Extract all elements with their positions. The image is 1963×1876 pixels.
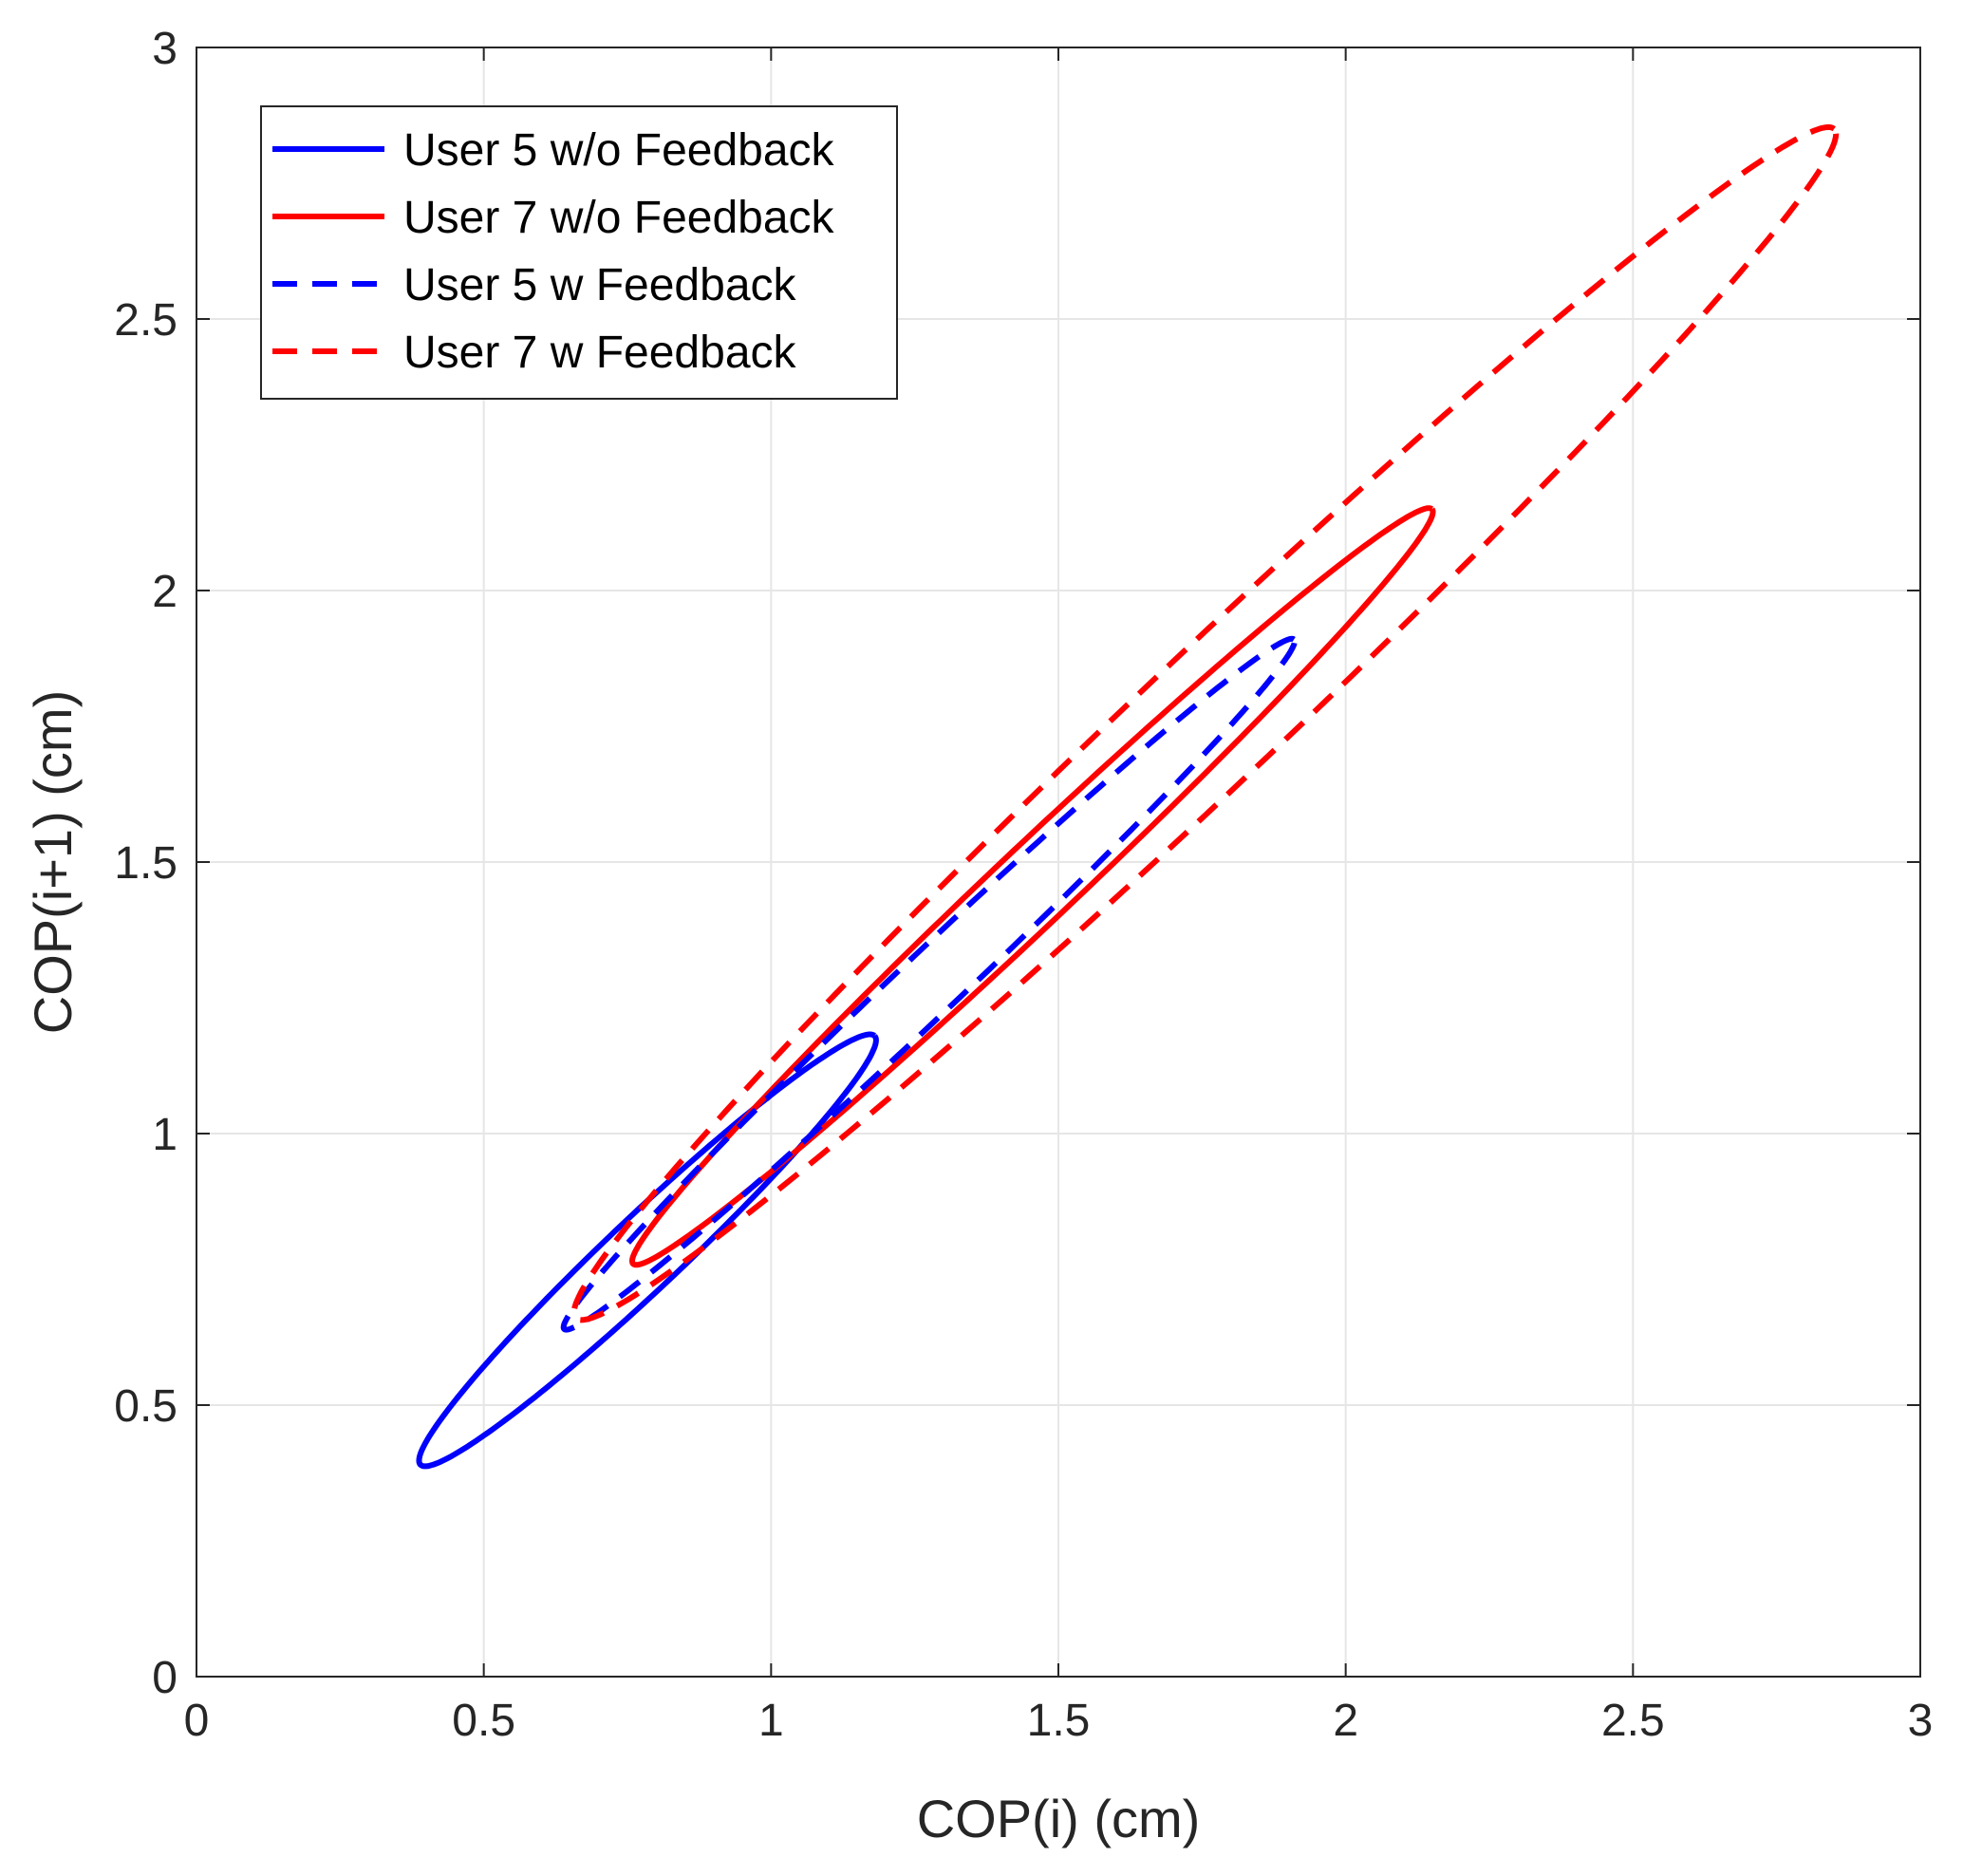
series-user-7-w-feedback xyxy=(570,123,1840,1323)
x-axis-title: COP(i) (cm) xyxy=(917,1789,1201,1848)
y-tick-label: 2.5 xyxy=(114,295,178,346)
y-tick-label: 0.5 xyxy=(114,1381,178,1432)
y-tick-label: 3 xyxy=(152,24,178,74)
legend-label-user-7-w-feedback: User 7 w Feedback xyxy=(403,328,797,378)
grid xyxy=(196,47,1920,1677)
y-tick-label: 1 xyxy=(152,1110,178,1160)
x-tick-label: 1 xyxy=(758,1696,784,1746)
y-tick-label: 0 xyxy=(152,1653,178,1703)
series-layer xyxy=(416,123,1840,1470)
y-tick-label: 1.5 xyxy=(114,838,178,889)
x-tick-label: 1.5 xyxy=(1027,1696,1091,1746)
x-tick-label: 0.5 xyxy=(452,1696,515,1746)
legend: User 5 w/o Feedback User 7 w/o Feedback Us… xyxy=(260,105,898,400)
x-tick-label: 0 xyxy=(184,1696,210,1746)
y-tick-label: 2 xyxy=(152,567,178,617)
x-tick-label: 3 xyxy=(1908,1696,1934,1746)
ticks: 0 0.5 1 1.5 2 2.5 3 0 0.5 1 1.5 2 2.5 3 xyxy=(114,24,1933,1746)
x-tick-label: 2 xyxy=(1333,1696,1358,1746)
legend-label-user-7-w-o-feedback: User 7 w/o Feedback xyxy=(403,193,835,243)
series-user-7-w-o-feedback xyxy=(629,505,1436,1268)
x-tick-label: 2.5 xyxy=(1601,1696,1665,1746)
y-axis-title: COP(i+1) (cm) xyxy=(23,690,83,1034)
legend-label-user-5-w-feedback: User 5 w Feedback xyxy=(403,260,797,310)
legend-label-user-5-w-o-feedback: User 5 w/o Feedback xyxy=(403,125,835,176)
series-user-5-w-feedback xyxy=(560,635,1298,1333)
